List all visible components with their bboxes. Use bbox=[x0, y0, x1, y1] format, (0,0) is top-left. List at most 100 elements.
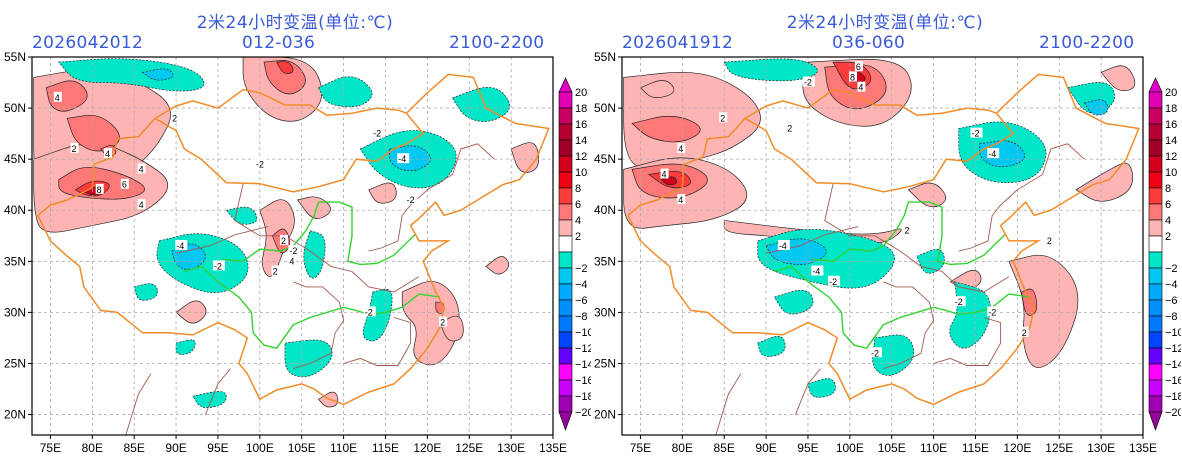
contour-label: 2 bbox=[281, 236, 286, 246]
province-boundary bbox=[824, 183, 1010, 293]
cooling-area bbox=[58, 58, 205, 92]
province-boundary bbox=[234, 183, 420, 293]
colorbar-label: 4 bbox=[575, 215, 581, 227]
contour-label-bg bbox=[137, 199, 146, 210]
contour-label-bg bbox=[1045, 234, 1054, 245]
contour-label-bg bbox=[372, 127, 385, 138]
contour-label-bg bbox=[397, 153, 410, 164]
contour-label: 2 bbox=[273, 267, 278, 277]
contour-label: 2 bbox=[904, 226, 909, 236]
contour-label-bg bbox=[271, 265, 280, 276]
contour-label-bg bbox=[288, 255, 297, 266]
contour-label-bg bbox=[95, 183, 104, 194]
province-boundary bbox=[293, 281, 345, 370]
contour-label: -4 bbox=[398, 154, 406, 164]
colorbar-label: 12 bbox=[1165, 151, 1177, 163]
colorbar-segment bbox=[1148, 331, 1163, 349]
colorbar-segment bbox=[558, 395, 573, 413]
colorbar-label: 20 bbox=[575, 87, 587, 99]
x-tick-label: 100E bbox=[836, 441, 864, 455]
contour-label: 4 bbox=[662, 169, 667, 179]
contour-label: -4 bbox=[176, 241, 184, 251]
contour-label-bg bbox=[53, 91, 62, 102]
colorbar-segment bbox=[1148, 187, 1163, 205]
contour-label: -2 bbox=[365, 307, 373, 317]
colorbar-segment bbox=[558, 203, 573, 221]
colorbar-label: −8 bbox=[575, 311, 588, 323]
contour-label-bg bbox=[254, 158, 267, 169]
colorbar-label: −10 bbox=[575, 327, 591, 339]
colorbar-segment bbox=[558, 379, 573, 397]
contour-label-bg bbox=[363, 306, 376, 317]
y-tick-label: 50N bbox=[4, 101, 26, 115]
cooling-area bbox=[979, 140, 1025, 168]
plot-frame bbox=[621, 56, 1144, 436]
colorbar: 20 18 16 14 12 10 8 6 4 2 −2 −4 −6 −8 −10 −12 −14 −16 −18 −… bbox=[558, 77, 591, 431]
contour-label: 2 bbox=[72, 144, 77, 154]
contour-label-bg bbox=[719, 112, 728, 123]
province-boundary bbox=[368, 143, 495, 252]
cooling-area bbox=[141, 68, 174, 81]
colorbar-segment bbox=[1148, 347, 1163, 365]
contour-label-bg bbox=[777, 240, 790, 250]
warming-area bbox=[175, 300, 207, 324]
colorbar-arrow-bottom bbox=[558, 411, 573, 431]
cooling-area bbox=[133, 283, 158, 301]
x-tick-label: 120E bbox=[1003, 441, 1031, 455]
colorbar-label: 8 bbox=[1165, 183, 1171, 195]
contour-label: 4 bbox=[139, 200, 144, 210]
contour-label: 4 bbox=[289, 256, 294, 266]
y-tick-label: 20N bbox=[4, 408, 26, 422]
warming-area bbox=[907, 182, 946, 208]
colorbar-segment bbox=[1148, 315, 1163, 333]
contour-label: -4 bbox=[988, 149, 996, 159]
cooling-area bbox=[317, 76, 373, 108]
colorbar-label: 8 bbox=[575, 183, 581, 195]
province-boundary bbox=[933, 317, 1002, 366]
colorbar-segment bbox=[1148, 219, 1163, 237]
colorbar-label: 6 bbox=[1165, 199, 1171, 211]
colorbar-segment bbox=[558, 107, 573, 125]
colorbar-segment bbox=[558, 251, 573, 269]
contour-label: 2 bbox=[1022, 328, 1027, 338]
y-tick-label: 45N bbox=[4, 152, 26, 166]
colorbar-arrow-top bbox=[558, 77, 573, 93]
contour-label: 4 bbox=[678, 144, 683, 154]
colorbar-segment bbox=[1148, 123, 1163, 141]
contour-label-bg bbox=[857, 81, 866, 92]
national-border bbox=[627, 73, 1140, 406]
x-tick-label: 90E bbox=[755, 441, 776, 455]
cooling-area bbox=[872, 334, 915, 376]
warming-area bbox=[485, 256, 509, 275]
colorbar-segment bbox=[558, 91, 573, 109]
contour-label-bg bbox=[175, 240, 188, 250]
forecast-range: 036-060 bbox=[832, 33, 906, 53]
cooling-area bbox=[773, 289, 814, 315]
colorbar-label: −12 bbox=[575, 343, 591, 355]
river-yangtze bbox=[774, 265, 1031, 349]
colorbar-segment bbox=[558, 315, 573, 333]
province-boundary bbox=[204, 368, 231, 415]
colorbar-label: 16 bbox=[1165, 119, 1177, 131]
contour-label: -2 bbox=[988, 307, 996, 317]
y-tick-label: 30N bbox=[4, 305, 26, 319]
contour-label: 2 bbox=[787, 124, 792, 134]
colorbar: 20 18 16 14 12 10 8 6 4 2 −2 −4 −6 −8 −10 −12 −14 −16 −18 −… bbox=[1148, 77, 1181, 431]
x-tick-label: 135E bbox=[1129, 441, 1157, 455]
colorbar-segment bbox=[558, 187, 573, 205]
colorbar-label: −8 bbox=[1165, 311, 1178, 323]
colorbar-segment bbox=[1148, 299, 1163, 317]
colorbar-segment bbox=[558, 299, 573, 317]
contour-label: -4 bbox=[812, 267, 820, 277]
contour-label-bg bbox=[903, 224, 912, 235]
warming-area bbox=[276, 61, 294, 74]
river-yellow bbox=[812, 201, 1006, 266]
colorbar-segment bbox=[558, 235, 573, 253]
warming-area bbox=[401, 281, 460, 366]
colorbar-segment bbox=[1148, 283, 1163, 301]
colorbar-label: −4 bbox=[575, 279, 588, 291]
x-tick-label: 110E bbox=[330, 441, 357, 455]
x-tick-label: 115E bbox=[962, 441, 989, 455]
colorbar-arrow-bottom bbox=[1148, 411, 1163, 431]
colorbar-segment bbox=[558, 267, 573, 285]
